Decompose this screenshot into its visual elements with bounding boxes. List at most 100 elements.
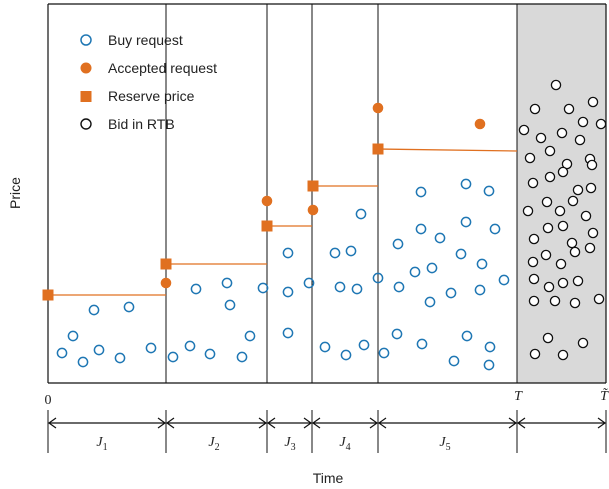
arrow-head-right: [508, 417, 518, 429]
rtb-bid-marker: [527, 177, 539, 189]
rtb-bid-marker: [563, 103, 575, 115]
buy-request-marker: [434, 232, 446, 244]
buy-request-marker: [167, 351, 179, 363]
interval-label-j5: J5: [439, 435, 450, 453]
rtb-bid-marker: [540, 249, 552, 261]
accepted-request-marker: [307, 204, 319, 216]
buy-request-marker: [114, 352, 126, 364]
rtb-bid-marker: [555, 258, 567, 270]
buy-request-marker: [77, 356, 89, 368]
legend-bid-label: Bid in RTB: [108, 116, 175, 132]
rtb-bid-marker: [595, 118, 607, 130]
interval-label-j4: J4: [339, 435, 350, 453]
rtb-bid-marker: [586, 159, 598, 171]
rtb-bid-marker: [566, 237, 578, 249]
buy-request-marker: [426, 262, 438, 274]
buy-request-marker: [351, 283, 363, 295]
arrow-head-right: [157, 417, 167, 429]
interval-arrows: [47, 417, 607, 429]
buy-request-marker: [190, 283, 202, 295]
legend-accepted-label: Accepted request: [108, 60, 217, 76]
y-axis-label: Price: [7, 177, 23, 209]
rtb-bid-marker: [587, 96, 599, 108]
buy-request-marker: [236, 351, 248, 363]
reserve-price-markers: [42, 143, 384, 301]
rtb-bid-marker: [527, 256, 539, 268]
buy-request-marker: [489, 223, 501, 235]
buy-request-marker: [123, 301, 135, 313]
buy-request-marker: [392, 238, 404, 250]
buy-request-marker: [476, 258, 488, 270]
buy-request-marker: [378, 347, 390, 359]
legend-accepted-marker: [80, 62, 92, 74]
buy-request-marker: [358, 339, 370, 351]
rtb-bid-marker: [593, 293, 605, 305]
rtb-bid-marker: [528, 295, 540, 307]
buy-request-marker: [483, 185, 495, 197]
reserve-price-marker: [160, 258, 172, 270]
buy-request-marker: [282, 286, 294, 298]
buy-request-marker: [56, 347, 68, 359]
buy-request-marker: [474, 284, 486, 296]
accepted-request-marker: [261, 195, 273, 207]
rtb-bid-marker: [567, 195, 579, 207]
legend-reserve-marker: [80, 91, 92, 102]
buy-request-marker: [93, 344, 105, 356]
rtb-bid-marker: [574, 134, 586, 146]
buy-request-marker: [409, 266, 421, 278]
origin-label: 0: [45, 393, 52, 408]
rtb-bid-marker: [542, 222, 554, 234]
buy-request-marker: [334, 281, 346, 293]
buy-request-marker: [424, 296, 436, 308]
accepted-request-markers: [160, 102, 486, 289]
rtb-bid-marker: [543, 281, 555, 293]
buy-request-marker: [257, 282, 269, 294]
rtb-bid-marker: [569, 246, 581, 258]
arrow-head-left: [165, 417, 175, 429]
arrow-head-left: [311, 417, 321, 429]
legend-bid-marker: [80, 118, 92, 130]
rtb-bid-markers: [518, 79, 607, 361]
rtb-bid-marker: [572, 275, 584, 287]
arrow-head-right: [258, 417, 268, 429]
buy-request-marker: [303, 277, 315, 289]
arrow-head-left: [516, 417, 526, 429]
buy-request-marker: [329, 247, 341, 259]
buy-request-marker: [415, 186, 427, 198]
buy-request-marker: [67, 330, 79, 342]
rtb-region: [517, 4, 606, 383]
rtb-bid-marker: [544, 171, 556, 183]
buy-request-marker: [244, 330, 256, 342]
rtb-bid-marker: [587, 227, 599, 239]
rtb-bid-marker: [550, 79, 562, 91]
interval-separators: [165, 4, 518, 383]
buy-request-marker: [484, 341, 496, 353]
rtb-bid-marker: [535, 132, 547, 144]
buy-request-marker: [282, 327, 294, 339]
rtb-bid-marker: [518, 124, 530, 136]
buy-request-marker: [372, 272, 384, 284]
reserve-price-marker: [307, 180, 319, 192]
buy-request-marker: [416, 338, 428, 350]
x-axis-label: Time: [313, 470, 344, 486]
rtb-bid-marker: [556, 127, 568, 139]
buy-request-marker: [340, 349, 352, 361]
rtb-bid-marker: [549, 295, 561, 307]
interval-label-j2: J2: [208, 435, 219, 453]
T-tilde-label: T̃: [600, 388, 609, 404]
rtb-bid-marker: [569, 297, 581, 309]
rtb-bid-marker: [528, 233, 540, 245]
buy-request-markers: [56, 178, 510, 371]
rtb-bid-marker: [577, 116, 589, 128]
buy-request-marker: [319, 341, 331, 353]
reserve-price-marker: [42, 289, 54, 301]
rtb-bid-marker: [577, 337, 589, 349]
accepted-request-marker: [474, 118, 486, 130]
plot-frame: [47, 3, 607, 384]
legend-buy-marker: [80, 34, 92, 46]
legend-reserve-label: Reserve price: [108, 88, 195, 104]
buy-request-marker: [498, 274, 510, 286]
buy-request-marker: [393, 281, 405, 293]
buy-request-marker: [455, 248, 467, 260]
